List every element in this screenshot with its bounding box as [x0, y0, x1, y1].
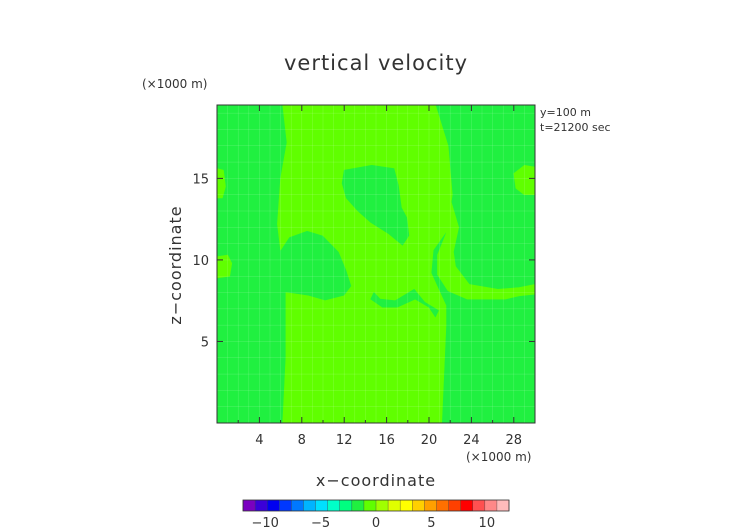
- contour-region-5: [341, 165, 410, 246]
- x-tick-label: 20: [421, 433, 438, 448]
- colorbar-swatch: [243, 500, 256, 511]
- x-tick-label: 16: [378, 433, 395, 448]
- colorbar-swatch: [363, 500, 377, 511]
- contour-regions: [217, 105, 535, 423]
- y-tick-label: 5: [201, 335, 209, 350]
- colorbar-swatch: [339, 500, 353, 511]
- colorbar-swatch: [460, 500, 474, 511]
- colorbar-swatch: [255, 500, 268, 511]
- colorbar-swatch: [315, 500, 328, 511]
- y-tick-label: 15: [192, 172, 209, 187]
- x-tick-label: 4: [255, 433, 263, 448]
- contour-region-2: [217, 168, 226, 199]
- contour-region-6: [370, 288, 439, 318]
- contour-region-1: [217, 254, 233, 279]
- colorbar-swatch: [279, 500, 292, 511]
- colorbar-swatch: [412, 500, 425, 511]
- colorbar-swatch: [327, 500, 341, 511]
- y-unit-label: (×1000 m): [142, 77, 207, 91]
- plot-area: 4 8 12 16 20 24 28 5 10 15: [192, 104, 536, 448]
- colorbar-swatch: [303, 500, 316, 511]
- colorbar-swatch: [291, 500, 304, 511]
- colorbar-swatch: [267, 500, 280, 511]
- colorbar-swatch: [376, 500, 389, 511]
- y-axis-ticks: 5 10 15: [192, 172, 535, 350]
- annotation-y-position: y=100 m: [540, 106, 591, 119]
- colorbar-swatch: [400, 500, 413, 511]
- grid-lines: [217, 105, 535, 423]
- colorbar-tick-label: 10: [479, 516, 496, 531]
- chart-title: vertical velocity: [284, 51, 468, 75]
- colorbar-swatch: [424, 500, 437, 511]
- y-tick-label: 10: [192, 254, 209, 269]
- x-tick-label: 12: [336, 433, 353, 448]
- annotation-time: t=21200 sec: [540, 121, 611, 134]
- colorbar-tick-label: −10: [251, 516, 278, 531]
- colorbar-tick-label: −5: [311, 516, 330, 531]
- colorbar-swatch: [496, 500, 510, 511]
- contour-region-4: [513, 165, 535, 195]
- x-axis-label: x−coordinate: [316, 471, 436, 490]
- colorbar-frame: [242, 499, 510, 512]
- x-tick-label: 8: [298, 433, 306, 448]
- colorbar-swatch: [436, 500, 449, 511]
- colorbar-swatch: [388, 500, 401, 511]
- colorbar-tick-labels: −10 −5 0 5 10: [251, 516, 495, 531]
- x-tick-label: 28: [506, 433, 523, 448]
- colorbar-tick-label: 0: [372, 516, 380, 531]
- colorbar: [242, 499, 510, 512]
- colorbar-swatch: [448, 500, 461, 511]
- colorbar-swatch: [351, 500, 365, 511]
- x-unit-label: (×1000 m): [466, 450, 531, 464]
- x-tick-label: 24: [463, 433, 480, 448]
- contour-region-3: [437, 194, 535, 300]
- contour-region-0: [277, 105, 453, 423]
- colorbar-swatch: [472, 500, 486, 511]
- x-axis-ticks: 4 8 12 16 20 24 28: [237, 105, 523, 448]
- colorbar-swatch: [484, 500, 498, 511]
- plot-frame: [216, 104, 536, 424]
- colorbar-tick-label: 5: [427, 516, 435, 531]
- y-axis-label: z−coordinate: [166, 205, 185, 324]
